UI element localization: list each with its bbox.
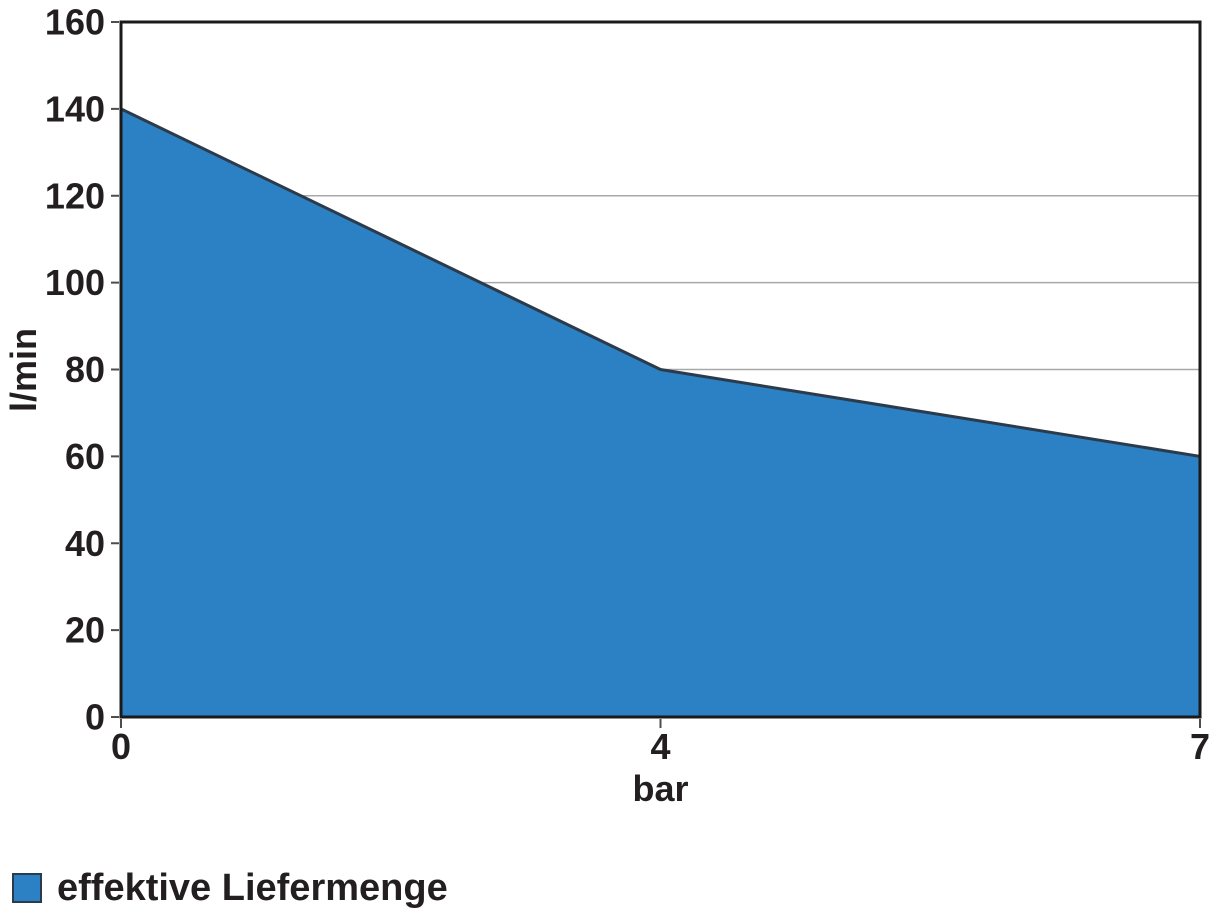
y-tick-label: 140 [45,88,105,129]
y-tick-label: 80 [65,349,105,390]
plot-frame [119,20,1202,719]
y-tick-label: 0 [85,697,105,738]
x-tick-label: 0 [111,726,131,767]
y-tick-label: 120 [45,175,105,216]
y-tick-label: 40 [65,523,105,564]
y-axis-title: l/min [3,327,44,413]
y-tick-label: 100 [45,262,105,303]
legend-swatch [12,873,42,903]
x-axis-title: bar [632,768,689,809]
legend-label: effektive Liefermenge [57,867,448,909]
y-tick-label: 20 [65,610,105,651]
legend: effektive Liefermenge [12,869,448,907]
y-tick-label: 60 [65,436,105,477]
x-tick-label: 7 [1190,726,1210,767]
area-series [119,106,1202,719]
y-tick-label: 160 [45,2,105,43]
x-tick-label: 4 [650,726,670,767]
